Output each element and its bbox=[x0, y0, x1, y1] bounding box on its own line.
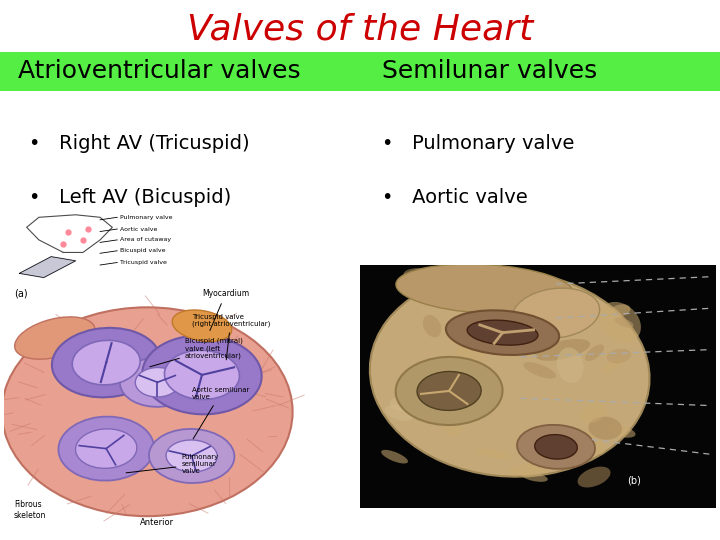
Text: Semilunar valves: Semilunar valves bbox=[382, 59, 597, 83]
Text: •   Right AV (Tricuspid): • Right AV (Tricuspid) bbox=[29, 133, 249, 153]
Ellipse shape bbox=[521, 472, 548, 482]
Ellipse shape bbox=[467, 320, 538, 345]
Ellipse shape bbox=[172, 310, 232, 341]
Ellipse shape bbox=[455, 275, 501, 299]
Ellipse shape bbox=[538, 305, 579, 334]
Ellipse shape bbox=[166, 440, 217, 472]
Ellipse shape bbox=[580, 402, 607, 423]
Ellipse shape bbox=[523, 362, 556, 379]
Ellipse shape bbox=[444, 422, 462, 436]
Ellipse shape bbox=[446, 310, 559, 355]
Ellipse shape bbox=[390, 396, 426, 412]
Text: Pulmonary
semilunar
valve: Pulmonary semilunar valve bbox=[126, 454, 219, 474]
Ellipse shape bbox=[381, 450, 408, 463]
Text: Bicuspid valve: Bicuspid valve bbox=[120, 248, 165, 253]
Ellipse shape bbox=[120, 357, 195, 407]
Polygon shape bbox=[19, 256, 76, 278]
Text: Area of cutaway: Area of cutaway bbox=[120, 238, 171, 242]
Ellipse shape bbox=[135, 368, 180, 397]
Ellipse shape bbox=[52, 328, 161, 397]
Ellipse shape bbox=[607, 349, 631, 363]
Text: Tricuspid valve
(right atrioventricular): Tricuspid valve (right atrioventricular) bbox=[192, 314, 270, 360]
Text: Fibrous
skeleton: Fibrous skeleton bbox=[14, 501, 46, 519]
Text: Atrioventricular valves: Atrioventricular valves bbox=[18, 59, 301, 83]
Ellipse shape bbox=[466, 261, 485, 303]
Ellipse shape bbox=[557, 348, 583, 383]
FancyBboxPatch shape bbox=[360, 265, 716, 508]
Ellipse shape bbox=[396, 357, 503, 425]
Text: Tricuspid valve: Tricuspid valve bbox=[120, 260, 166, 265]
Text: •   Pulmonary valve: • Pulmonary valve bbox=[382, 133, 574, 153]
Text: Anterior: Anterior bbox=[140, 518, 174, 527]
Text: Aortic valve: Aortic valve bbox=[120, 226, 157, 232]
Ellipse shape bbox=[396, 264, 574, 314]
Text: •   Aortic valve: • Aortic valve bbox=[382, 187, 527, 207]
Ellipse shape bbox=[535, 339, 590, 361]
Text: Pulmonary valve: Pulmonary valve bbox=[120, 215, 172, 220]
Text: Valves of the Heart: Valves of the Heart bbox=[187, 13, 533, 46]
Ellipse shape bbox=[585, 345, 604, 361]
Ellipse shape bbox=[76, 429, 137, 468]
Ellipse shape bbox=[403, 377, 422, 395]
Ellipse shape bbox=[143, 335, 261, 414]
Ellipse shape bbox=[599, 302, 641, 342]
Ellipse shape bbox=[417, 372, 481, 410]
Ellipse shape bbox=[14, 317, 95, 359]
Ellipse shape bbox=[601, 357, 626, 373]
Ellipse shape bbox=[72, 340, 140, 385]
Ellipse shape bbox=[456, 335, 485, 367]
Ellipse shape bbox=[461, 285, 486, 306]
Ellipse shape bbox=[610, 305, 631, 317]
Ellipse shape bbox=[2, 307, 292, 516]
Ellipse shape bbox=[534, 293, 575, 309]
Text: Aortic semilunar
valve: Aortic semilunar valve bbox=[192, 388, 249, 439]
Ellipse shape bbox=[509, 463, 552, 475]
Ellipse shape bbox=[615, 318, 634, 328]
Ellipse shape bbox=[577, 467, 611, 488]
Ellipse shape bbox=[423, 315, 441, 338]
Ellipse shape bbox=[164, 350, 240, 400]
Ellipse shape bbox=[517, 425, 595, 469]
Ellipse shape bbox=[149, 429, 235, 483]
Ellipse shape bbox=[403, 268, 444, 286]
Text: (b): (b) bbox=[627, 475, 642, 485]
Text: •   Left AV (Bicuspid): • Left AV (Bicuspid) bbox=[29, 187, 231, 207]
Ellipse shape bbox=[535, 435, 577, 459]
Ellipse shape bbox=[58, 416, 154, 481]
Text: (a): (a) bbox=[14, 288, 27, 298]
Ellipse shape bbox=[476, 449, 511, 459]
FancyBboxPatch shape bbox=[0, 52, 720, 91]
Ellipse shape bbox=[370, 271, 649, 477]
Ellipse shape bbox=[606, 426, 636, 438]
Text: Myocardium: Myocardium bbox=[202, 289, 249, 330]
Text: Bicuspid (mitral)
valve (left
atrioventricular): Bicuspid (mitral) valve (left atrioventr… bbox=[150, 338, 243, 367]
Ellipse shape bbox=[588, 416, 622, 440]
Ellipse shape bbox=[555, 427, 606, 455]
Ellipse shape bbox=[385, 405, 414, 421]
Ellipse shape bbox=[513, 288, 600, 338]
